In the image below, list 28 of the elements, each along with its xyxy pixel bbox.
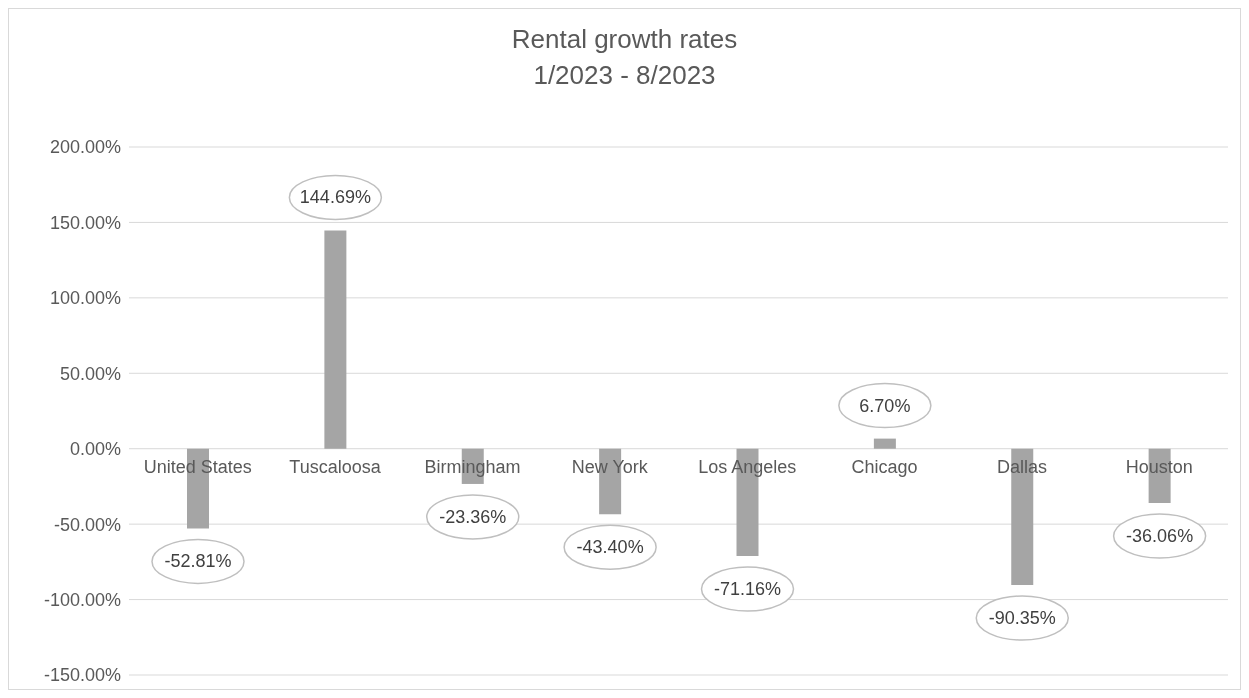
- x-tick-label: Houston: [1125, 456, 1193, 477]
- y-tick-label: 200.00%: [49, 137, 121, 158]
- bar: [873, 438, 896, 449]
- data-label: -71.16%: [713, 579, 782, 600]
- y-tick-label: -50.00%: [53, 514, 121, 535]
- data-label: 6.70%: [859, 395, 911, 416]
- x-tick-label: Chicago: [851, 456, 918, 477]
- y-tick-label: -100.00%: [43, 589, 121, 610]
- data-label: -43.40%: [576, 537, 644, 558]
- data-label: 144.69%: [299, 187, 371, 208]
- bar: [324, 230, 347, 449]
- x-tick-label: Tuscaloosa: [289, 456, 382, 477]
- data-label: -90.35%: [988, 608, 1056, 629]
- data-label: -23.36%: [439, 506, 507, 527]
- chart-subtitle: 1/2023 - 8/2023: [532, 59, 717, 92]
- y-tick-label: 0.00%: [69, 439, 121, 460]
- x-tick-label: Dallas: [996, 456, 1047, 477]
- y-tick-label: 150.00%: [49, 212, 121, 233]
- y-tick-label: -150.00%: [43, 665, 121, 686]
- y-tick-label: 100.00%: [49, 288, 121, 309]
- y-tick-label: 50.00%: [59, 363, 121, 384]
- x-tick-label: Birmingham: [424, 456, 521, 477]
- x-tick-label: New York: [571, 456, 649, 477]
- x-tick-label: United States: [143, 456, 252, 477]
- x-tick-label: Los Angeles: [698, 456, 797, 477]
- chart-title: Rental growth rates: [510, 23, 739, 56]
- data-label: -52.81%: [164, 551, 232, 572]
- data-label: -36.06%: [1126, 526, 1194, 547]
